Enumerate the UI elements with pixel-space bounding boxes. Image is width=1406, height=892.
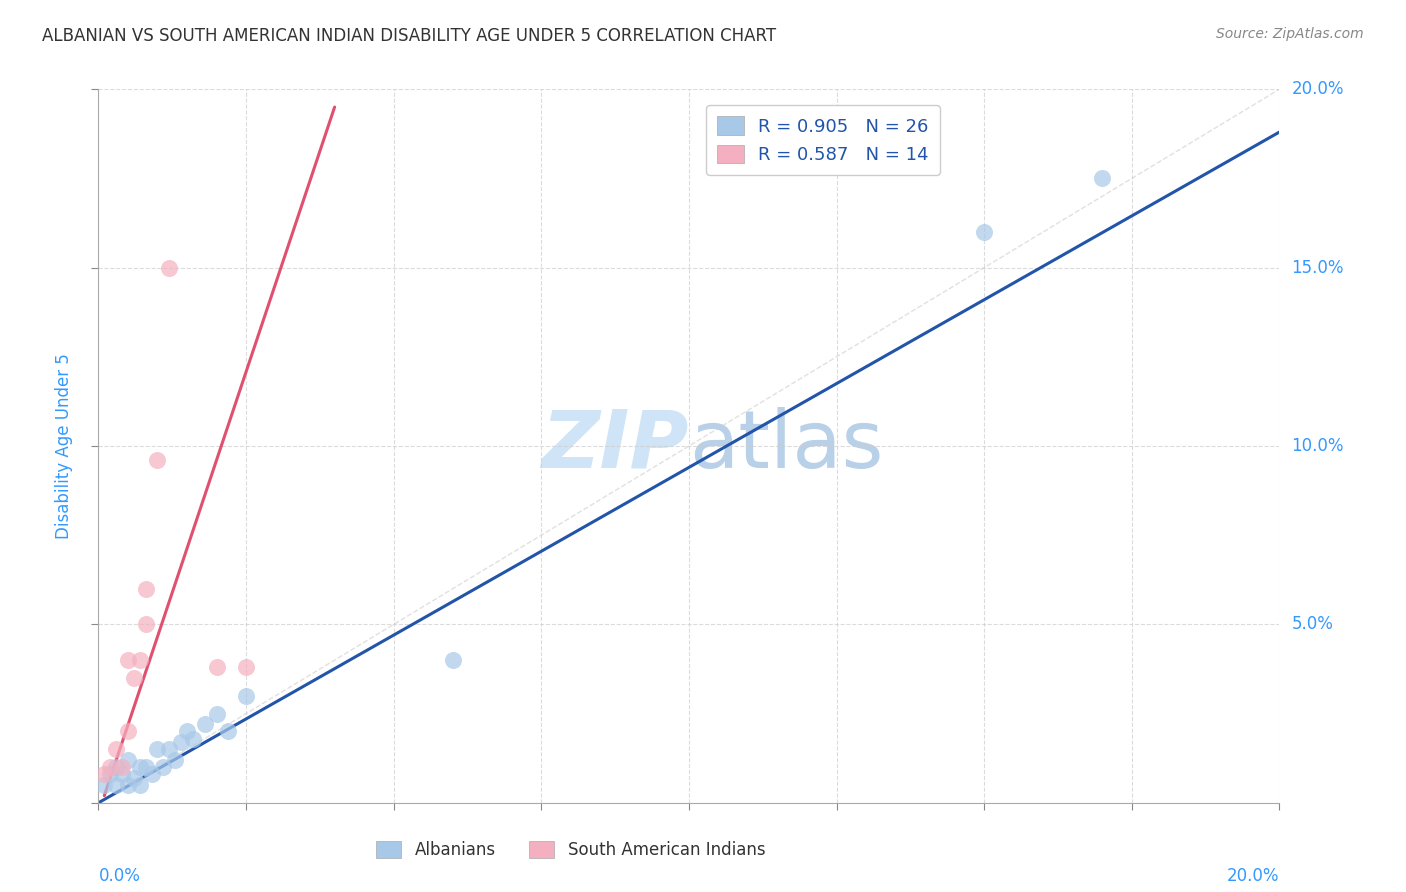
- Point: [973, 225, 995, 239]
- Point: [128, 778, 150, 792]
- Point: [117, 778, 139, 792]
- Text: 15.0%: 15.0%: [1291, 259, 1344, 277]
- Point: [170, 735, 193, 749]
- Point: [146, 453, 169, 467]
- Point: [122, 771, 145, 785]
- Text: 0.0%: 0.0%: [98, 867, 141, 885]
- Point: [105, 778, 128, 792]
- Point: [117, 653, 139, 667]
- Point: [93, 778, 115, 792]
- Point: [117, 753, 139, 767]
- Point: [146, 742, 169, 756]
- Point: [135, 760, 157, 774]
- Point: [105, 760, 128, 774]
- Point: [98, 767, 121, 781]
- Point: [117, 724, 139, 739]
- Text: atlas: atlas: [689, 407, 883, 485]
- Text: 10.0%: 10.0%: [1291, 437, 1344, 455]
- Point: [152, 760, 174, 774]
- Legend: Albanians, South American Indians: Albanians, South American Indians: [370, 834, 772, 866]
- Point: [135, 582, 157, 596]
- Point: [93, 767, 115, 781]
- Point: [141, 767, 163, 781]
- Y-axis label: Disability Age Under 5: Disability Age Under 5: [55, 353, 73, 539]
- Text: Source: ZipAtlas.com: Source: ZipAtlas.com: [1216, 27, 1364, 41]
- Point: [128, 653, 150, 667]
- Point: [157, 260, 180, 275]
- Point: [1091, 171, 1114, 186]
- Point: [235, 689, 257, 703]
- Point: [122, 671, 145, 685]
- Point: [235, 660, 257, 674]
- Text: 5.0%: 5.0%: [1291, 615, 1333, 633]
- Point: [135, 617, 157, 632]
- Point: [217, 724, 239, 739]
- Point: [105, 742, 128, 756]
- Point: [205, 706, 228, 721]
- Point: [165, 753, 187, 767]
- Point: [98, 760, 121, 774]
- Text: 20.0%: 20.0%: [1291, 80, 1344, 98]
- Point: [157, 742, 180, 756]
- Point: [194, 717, 217, 731]
- Point: [128, 760, 150, 774]
- Point: [111, 767, 134, 781]
- Point: [111, 760, 134, 774]
- Text: ZIP: ZIP: [541, 407, 689, 485]
- Point: [176, 724, 198, 739]
- Point: [205, 660, 228, 674]
- Point: [441, 653, 464, 667]
- Point: [181, 731, 204, 746]
- Text: 20.0%: 20.0%: [1227, 867, 1279, 885]
- Text: ALBANIAN VS SOUTH AMERICAN INDIAN DISABILITY AGE UNDER 5 CORRELATION CHART: ALBANIAN VS SOUTH AMERICAN INDIAN DISABI…: [42, 27, 776, 45]
